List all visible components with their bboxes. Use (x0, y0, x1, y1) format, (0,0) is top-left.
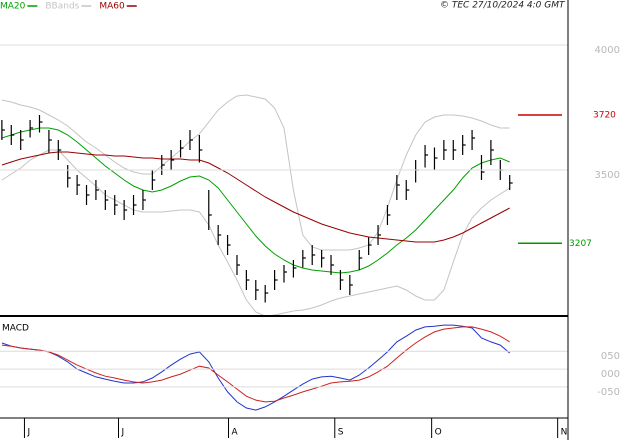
series-lower-line (1, 149, 510, 315)
x-tick-label: J (120, 428, 124, 438)
macd-line (1, 326, 510, 403)
x-tick-label: S (338, 428, 344, 438)
x-tick-label: A (232, 428, 239, 438)
legend-label: BBands (45, 2, 79, 12)
x-tick-label: O (435, 428, 442, 438)
plot-area (1, 94, 513, 315)
level-label: 3720 (593, 111, 616, 121)
x-tick-label: J (26, 428, 30, 438)
level-label: 3207 (569, 239, 592, 249)
y-tick-label: 4000 (595, 45, 620, 56)
series-line (1, 151, 510, 243)
series-line (1, 94, 510, 251)
y-tick-label: 3500 (595, 170, 620, 181)
plot-area (1, 324, 511, 411)
legend-label: MA20 (0, 2, 26, 12)
y-tick-label: -050 (597, 387, 620, 398)
series-line (1, 127, 510, 274)
y-tick-label: 050 (601, 351, 620, 362)
legend-label: MA60 (99, 2, 125, 12)
x-tick-label: N (561, 428, 568, 438)
panel-title: MACD (2, 324, 29, 334)
macd-line (1, 324, 511, 411)
y-tick-label: 000 (601, 369, 620, 380)
source: © TEC 27/10/2024 4:0 GMT (440, 1, 566, 11)
